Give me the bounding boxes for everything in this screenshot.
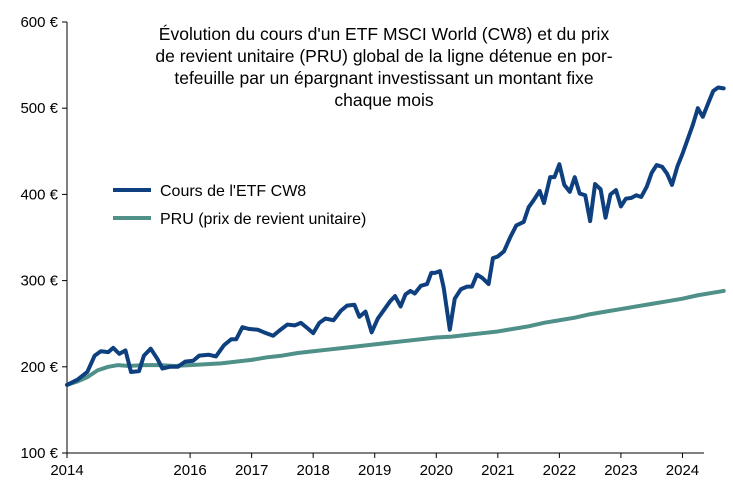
x-tick-label: 2023: [604, 462, 637, 479]
series-line-cours-cw8: [65, 85, 726, 387]
chart-title-line: chaque mois: [334, 90, 433, 110]
x-tick-label: 2019: [358, 462, 391, 479]
x-tick-label: 2022: [543, 462, 576, 479]
series-line-pru: [65, 288, 726, 387]
x-tick-label: 2020: [420, 462, 453, 479]
y-tick-label: 600 €: [20, 14, 58, 31]
legend-label-pru: PRU (prix de revient unitaire): [160, 211, 366, 228]
chart-title: Évolution du cours d'un ETF MSCI World (…: [155, 24, 612, 110]
chart-title-line: tefeuille par un épargnant investissant …: [174, 68, 593, 88]
y-tick-label: 100 €: [20, 445, 58, 462]
y-tick-label: 500 €: [20, 100, 58, 117]
x-tick-label: 2017: [235, 462, 268, 479]
x-tick-label: 2021: [481, 462, 514, 479]
chart-title-line: de revient unitaire (PRU) global de la l…: [155, 46, 612, 66]
x-tick-label: 2024: [666, 462, 699, 479]
x-tick-label: 2018: [296, 462, 329, 479]
chart-title-line: Évolution du cours d'un ETF MSCI World (…: [159, 24, 610, 44]
series-lines: [65, 85, 726, 387]
legend: Cours de l'ETF CW8 PRU (prix de revient …: [113, 183, 366, 228]
y-tick-label: 300 €: [20, 273, 58, 290]
legend-label-cours: Cours de l'ETF CW8: [160, 183, 306, 200]
y-tick-label: 400 €: [20, 186, 58, 203]
y-tick-label: 200 €: [20, 359, 58, 376]
x-tick-label: 2016: [173, 462, 206, 479]
axes: 100 € 200 € 300 € 400 € 500 € 600 € 2014 2016 20…: [20, 14, 704, 479]
x-tick-label: 2014: [50, 462, 83, 479]
